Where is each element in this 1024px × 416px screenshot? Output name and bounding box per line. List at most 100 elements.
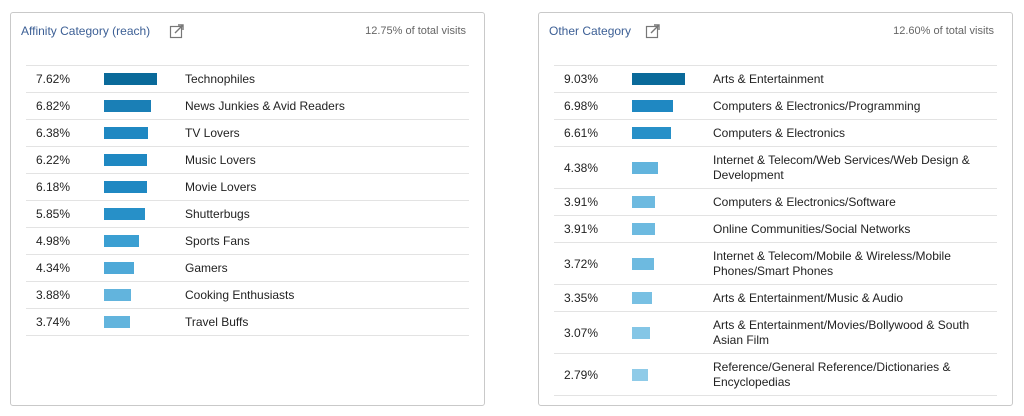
percentage-bar — [632, 368, 648, 381]
category-label: Online Communities/Social Networks — [713, 221, 911, 236]
category-label: Technophiles — [185, 71, 256, 86]
percentage-value: 3.91% — [564, 222, 599, 236]
percentage-bar — [104, 100, 151, 112]
other-category-panel: Other Category 12.60% of total visits 9.… — [538, 12, 1013, 406]
category-list: 9.03% Arts & Entertainment 6.98% Computers … — [554, 65, 997, 396]
category-label: Shutterbugs — [185, 206, 250, 221]
percentage-bar — [632, 127, 671, 139]
category-label: Computers & Electronics — [713, 125, 846, 140]
list-item: 5.85% Shutterbugs — [26, 201, 469, 228]
category-list: 7.62% Technophiles 6.82% News Junkies & Avi… — [26, 65, 469, 336]
percentage-value: 5.85% — [36, 207, 71, 221]
category-label: Gamers — [185, 260, 228, 275]
list-item: 4.98% Sports Fans — [26, 228, 469, 255]
list-item: 3.35% Arts & Entertainment/Music & Audio — [554, 285, 997, 312]
category-label: Internet & Telecom/Web Services/Web Desi… — [713, 152, 970, 182]
list-item: 6.82% News Junkies & Avid Readers — [26, 93, 469, 120]
list-item: 6.98% Computers & Electronics/Programming — [554, 93, 997, 120]
total-visits-text: 12.75% of total visits — [365, 25, 466, 37]
panel-header: Affinity Category (reach) 12.75% of tota… — [11, 13, 484, 51]
percentage-value: 6.22% — [36, 153, 71, 167]
export-icon[interactable] — [645, 23, 661, 39]
list-item: 6.22% Music Lovers — [26, 147, 469, 174]
percentage-value: 6.38% — [36, 126, 71, 140]
bar-track — [104, 100, 184, 112]
percentage-value: 4.98% — [36, 234, 71, 248]
percentage-bar — [104, 154, 147, 166]
category-label: Internet & Telecom/Mobile & Wireless/Mob… — [713, 248, 951, 278]
category-label: TV Lovers — [185, 125, 240, 140]
list-item: 9.03% Arts & Entertainment — [554, 66, 997, 93]
percentage-value: 2.79% — [564, 367, 599, 382]
percentage-value: 6.98% — [564, 99, 599, 113]
category-label: Reference/General Reference/Dictionaries… — [713, 359, 951, 389]
percentage-value: 9.03% — [564, 72, 599, 86]
percentage-value: 3.91% — [564, 195, 599, 209]
percentage-value: 4.38% — [564, 160, 599, 175]
percentage-value: 3.07% — [564, 325, 599, 340]
percentage-bar — [104, 262, 134, 274]
panel-header: Other Category 12.60% of total visits — [539, 13, 1012, 51]
percentage-value: 4.34% — [36, 261, 71, 275]
percentage-bar — [104, 181, 147, 193]
list-item: 3.72% Internet & Telecom/Mobile & Wireles… — [554, 243, 997, 285]
percentage-value: 3.88% — [36, 288, 71, 302]
bar-track — [104, 316, 184, 328]
category-label: News Junkies & Avid Readers — [185, 98, 345, 113]
list-item: 3.07% Arts & Entertainment/Movies/Bollywo… — [554, 312, 997, 354]
bar-track — [104, 235, 184, 247]
percentage-bar — [104, 316, 130, 328]
bar-track — [104, 262, 184, 274]
percentage-bar — [632, 100, 673, 112]
category-label: Computers & Electronics/Programming — [713, 98, 921, 113]
bar-track — [632, 223, 712, 235]
percentage-value: 6.82% — [36, 99, 71, 113]
list-item: 4.34% Gamers — [26, 255, 469, 282]
list-item: 3.91% Computers & Electronics/Software — [554, 189, 997, 216]
bar-track — [632, 73, 712, 85]
category-label: Computers & Electronics/Software — [713, 194, 896, 209]
percentage-bar — [632, 73, 685, 85]
total-visits-text: 12.60% of total visits — [893, 25, 994, 37]
percentage-bar — [104, 208, 145, 220]
bar-track — [632, 100, 712, 112]
percentage-bar — [632, 326, 650, 339]
bar-track — [104, 181, 184, 193]
bar-track — [104, 289, 184, 301]
bar-track — [632, 196, 712, 208]
bar-track — [632, 292, 712, 304]
export-icon[interactable] — [169, 23, 185, 39]
list-item: 4.38% Internet & Telecom/Web Services/Web… — [554, 147, 997, 189]
bar-track — [632, 161, 712, 174]
percentage-bar — [632, 292, 652, 304]
panel-title[interactable]: Affinity Category (reach) — [21, 24, 151, 38]
percentage-bar — [632, 257, 654, 270]
percentage-value: 6.61% — [564, 126, 599, 140]
percentage-value: 3.35% — [564, 291, 599, 305]
bar-track — [104, 154, 184, 166]
bar-track — [104, 208, 184, 220]
category-label: Arts & Entertainment — [713, 71, 824, 86]
percentage-bar — [632, 223, 655, 235]
panel-title[interactable]: Other Category — [549, 24, 632, 38]
category-label: Sports Fans — [185, 233, 250, 248]
bar-track — [632, 326, 712, 339]
bar-track — [632, 257, 712, 270]
category-label: Travel Buffs — [185, 314, 249, 329]
bar-track — [104, 127, 184, 139]
bar-track — [632, 368, 712, 381]
category-label: Cooking Enthusiasts — [185, 287, 295, 302]
category-label: Movie Lovers — [185, 179, 257, 194]
bar-track — [104, 73, 184, 85]
percentage-bar — [104, 127, 148, 139]
list-item: 3.74% Travel Buffs — [26, 309, 469, 336]
percentage-bar — [104, 73, 157, 85]
category-label: Arts & Entertainment/Movies/Bollywood & … — [713, 317, 970, 347]
percentage-value: 3.72% — [564, 256, 599, 271]
percentage-value: 6.18% — [36, 180, 71, 194]
list-item: 2.79% Reference/General Reference/Diction… — [554, 354, 997, 396]
list-item: 7.62% Technophiles — [26, 66, 469, 93]
percentage-bar — [632, 161, 658, 174]
list-item: 6.61% Computers & Electronics — [554, 120, 997, 147]
list-item: 3.91% Online Communities/Social Networks — [554, 216, 997, 243]
